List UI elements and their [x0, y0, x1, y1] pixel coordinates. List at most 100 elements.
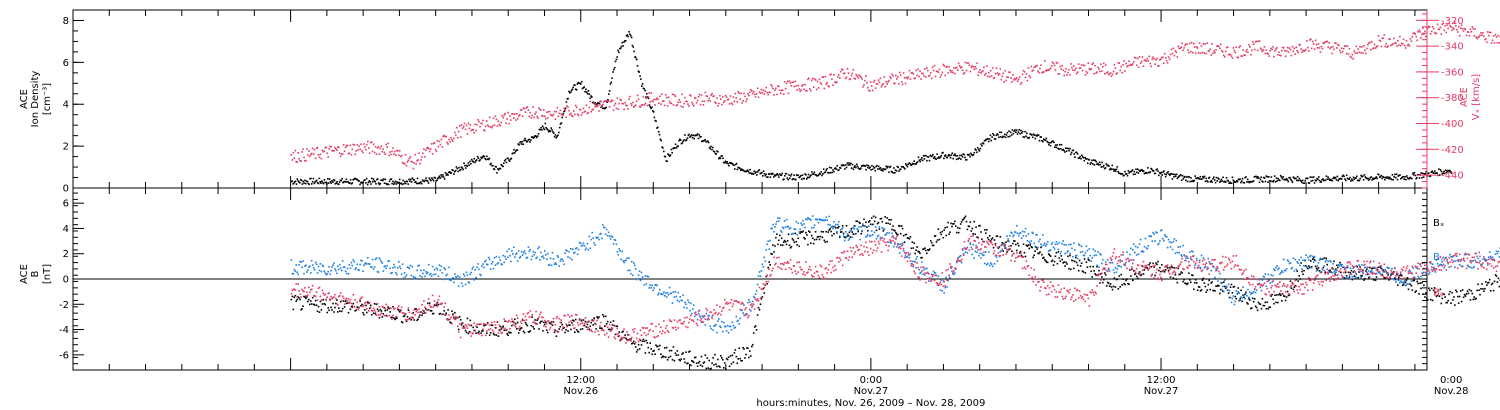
data-point: [471, 160, 474, 162]
data-point: [1257, 301, 1260, 304]
data-point: [821, 76, 824, 78]
data-point: [1480, 288, 1482, 290]
data-point: [1202, 257, 1205, 259]
data-point: [497, 262, 500, 264]
data-point: [797, 84, 799, 87]
data-point: [766, 91, 768, 94]
data-point: [1243, 182, 1246, 184]
data-point: [488, 334, 491, 336]
data-point: [682, 140, 684, 143]
data-point: [418, 152, 420, 155]
data-point: [391, 150, 393, 153]
data-point: [421, 276, 423, 278]
data-point: [1401, 176, 1404, 178]
data-point: [621, 250, 623, 253]
data-point: [816, 236, 819, 238]
data-point: [475, 159, 478, 161]
data-point: [405, 274, 408, 276]
data-point: [873, 79, 876, 82]
data-point: [1268, 176, 1270, 178]
data-point: [567, 106, 569, 108]
data-point: [1289, 280, 1292, 282]
data-point: [780, 92, 782, 95]
panel-frames: [72, 9, 1428, 371]
data-point: [679, 101, 681, 103]
data-point: [893, 167, 895, 169]
data-point: [1019, 132, 1021, 135]
data-point: [1340, 265, 1343, 267]
data-point: [932, 69, 935, 72]
data-point: [800, 175, 802, 177]
data-point: [1134, 173, 1136, 175]
data-point: [876, 235, 879, 238]
data-point: [1074, 249, 1076, 251]
data-point: [1363, 279, 1365, 281]
data-point: [457, 328, 460, 331]
data-point: [741, 309, 743, 312]
data-point: [631, 260, 633, 263]
data-point: [482, 155, 485, 157]
data-point: [301, 151, 303, 153]
data-point: [563, 110, 566, 112]
data-point: [1362, 179, 1365, 181]
data-point: [741, 102, 743, 104]
data-point: [1010, 231, 1012, 234]
data-point: [542, 127, 545, 129]
data-point: [859, 168, 861, 170]
data-point: [1226, 46, 1229, 48]
data-point: [640, 271, 643, 274]
data-point: [1420, 287, 1422, 290]
data-point: [550, 264, 553, 267]
data-point: [1023, 231, 1026, 233]
data-point: [327, 178, 329, 180]
data-point: [671, 151, 673, 154]
data-point: [913, 77, 915, 80]
data-point: [1102, 66, 1104, 68]
data-point: [1319, 51, 1322, 53]
data-point: [906, 256, 909, 258]
data-point: [1069, 254, 1071, 257]
data-point: [522, 330, 525, 333]
data-point: [707, 140, 709, 142]
data-point: [1048, 142, 1051, 144]
data-point: [1367, 273, 1369, 276]
data-point: [1020, 81, 1023, 84]
data-point: [511, 324, 513, 327]
data-point: [817, 221, 820, 224]
data-point: [1341, 266, 1344, 269]
data-point: [457, 130, 460, 133]
data-point: [410, 160, 413, 163]
data-point: [649, 342, 651, 344]
data-point: [731, 321, 734, 323]
data-point: [1246, 295, 1248, 297]
data-point: [1195, 46, 1198, 48]
data-point: [336, 181, 338, 183]
data-point: [1017, 131, 1020, 133]
data-point: [745, 353, 747, 356]
data-point: [1210, 282, 1212, 284]
data-point: [881, 227, 884, 229]
data-point: [609, 101, 612, 103]
data-point: [1052, 264, 1055, 266]
data-point: [782, 227, 785, 230]
data-point: [401, 321, 404, 324]
data-point: [307, 154, 309, 156]
data-point: [848, 162, 850, 164]
data-point: [1113, 63, 1116, 66]
data-point: [457, 136, 459, 139]
data-point: [670, 292, 673, 294]
data-point: [1200, 254, 1203, 257]
data-point: [329, 273, 331, 275]
data-point: [1189, 279, 1191, 281]
data-point: [510, 157, 513, 160]
data-point: [1193, 255, 1195, 257]
data-point: [671, 358, 674, 361]
data-point: [779, 217, 781, 220]
data-point: [964, 61, 967, 64]
data-point: [1179, 245, 1181, 248]
data-point: [341, 260, 344, 262]
data-point: [800, 222, 802, 225]
data-point: [1034, 137, 1037, 140]
data-point: [290, 180, 293, 183]
data-point: [623, 108, 625, 111]
